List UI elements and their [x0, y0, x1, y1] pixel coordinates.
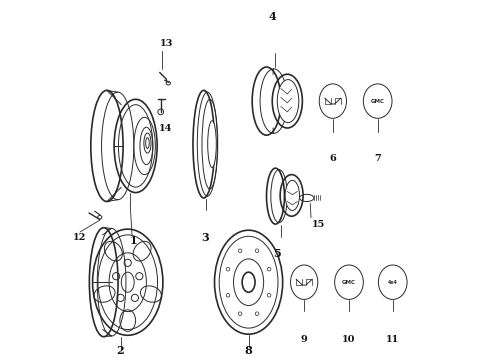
- Text: 12: 12: [73, 233, 86, 242]
- Text: 7: 7: [374, 154, 381, 163]
- Text: 15: 15: [312, 220, 325, 229]
- Text: 2: 2: [117, 345, 124, 356]
- Text: 8: 8: [245, 345, 252, 356]
- Text: 4: 4: [268, 11, 276, 22]
- Text: 1: 1: [130, 235, 138, 247]
- Text: 4x4: 4x4: [388, 280, 398, 285]
- Ellipse shape: [208, 121, 216, 167]
- Text: 6: 6: [329, 154, 336, 163]
- Text: 13: 13: [159, 39, 173, 48]
- Text: 9: 9: [301, 335, 308, 344]
- Text: GMC: GMC: [371, 99, 385, 104]
- Text: 14: 14: [159, 123, 172, 132]
- Text: 3: 3: [202, 232, 209, 243]
- Ellipse shape: [277, 80, 299, 123]
- Text: 10: 10: [342, 335, 356, 344]
- Text: 11: 11: [386, 335, 399, 344]
- Text: GMC: GMC: [342, 280, 356, 285]
- Text: 5: 5: [273, 248, 281, 259]
- Ellipse shape: [285, 180, 299, 211]
